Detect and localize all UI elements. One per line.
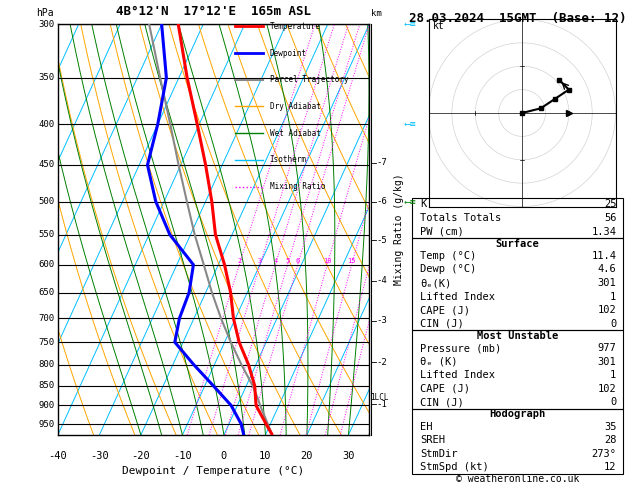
Text: θₑ (K): θₑ (K) [420, 357, 458, 366]
Text: CIN (J): CIN (J) [420, 397, 464, 407]
Text: 1: 1 [610, 370, 616, 380]
Text: -5: -5 [376, 236, 387, 245]
Text: 300: 300 [38, 20, 54, 29]
Text: 950: 950 [38, 420, 54, 429]
Text: 900: 900 [38, 401, 54, 410]
Text: 500: 500 [38, 197, 54, 206]
Text: -10: -10 [173, 451, 192, 461]
Text: Dewpoint: Dewpoint [270, 49, 306, 57]
Text: Dewp (°C): Dewp (°C) [420, 264, 477, 275]
Text: CIN (J): CIN (J) [420, 318, 464, 329]
Text: 12: 12 [604, 462, 616, 472]
Text: 10: 10 [323, 258, 331, 263]
Text: 600: 600 [38, 260, 54, 269]
Text: 5: 5 [286, 258, 290, 263]
Text: 750: 750 [38, 338, 54, 347]
Text: Wet Adiabat: Wet Adiabat [270, 129, 320, 138]
Text: 20: 20 [301, 451, 313, 461]
Text: 350: 350 [38, 73, 54, 82]
Text: 28.03.2024  15GMT  (Base: 12): 28.03.2024 15GMT (Base: 12) [409, 12, 626, 25]
Text: 4: 4 [273, 258, 277, 263]
Text: -1: -1 [376, 400, 387, 409]
Text: 0: 0 [610, 318, 616, 329]
Text: Mixing Ratio (g/kg): Mixing Ratio (g/kg) [394, 174, 404, 285]
Text: SREH: SREH [420, 435, 445, 445]
Text: 301: 301 [598, 357, 616, 366]
Text: Lifted Index: Lifted Index [420, 292, 496, 301]
Text: 102: 102 [598, 305, 616, 315]
Text: StmDir: StmDir [420, 449, 458, 459]
Text: CAPE (J): CAPE (J) [420, 383, 470, 394]
Text: 1LCL: 1LCL [370, 393, 388, 402]
Text: © weatheronline.co.uk: © weatheronline.co.uk [455, 473, 579, 484]
Text: Totals Totals: Totals Totals [420, 213, 502, 223]
Text: -4: -4 [376, 276, 387, 285]
Text: ⟵≡: ⟵≡ [404, 196, 416, 207]
Text: 1.34: 1.34 [591, 226, 616, 237]
Text: Lifted Index: Lifted Index [420, 370, 496, 380]
Text: Temperature: Temperature [270, 22, 320, 31]
Text: 450: 450 [38, 160, 54, 170]
Text: 301: 301 [598, 278, 616, 288]
Text: -30: -30 [90, 451, 109, 461]
Text: -2: -2 [376, 358, 387, 367]
Text: 6: 6 [296, 258, 300, 263]
Text: 30: 30 [342, 451, 355, 461]
Text: 56: 56 [604, 213, 616, 223]
Text: 0: 0 [221, 451, 227, 461]
Text: Most Unstable: Most Unstable [477, 331, 558, 341]
Text: θₑ(K): θₑ(K) [420, 278, 452, 288]
Text: Surface: Surface [496, 239, 539, 249]
Text: hPa: hPa [36, 8, 54, 18]
Text: -6: -6 [376, 197, 387, 206]
Text: ⟵≡: ⟵≡ [404, 19, 416, 29]
Text: Hodograph: Hodograph [489, 409, 545, 419]
Text: 800: 800 [38, 360, 54, 369]
Text: 650: 650 [38, 288, 54, 297]
Text: 700: 700 [38, 314, 54, 323]
Text: 25: 25 [604, 199, 616, 209]
Text: ASL: ASL [369, 0, 384, 2]
Text: 35: 35 [604, 421, 616, 432]
Text: 10: 10 [259, 451, 272, 461]
Text: Isotherm: Isotherm [270, 156, 306, 164]
Text: 400: 400 [38, 120, 54, 129]
Text: ⟵≡: ⟵≡ [404, 119, 416, 129]
Text: 4B°12'N  17°12'E  165m ASL: 4B°12'N 17°12'E 165m ASL [116, 5, 311, 18]
Text: 273°: 273° [591, 449, 616, 459]
Text: StmSpd (kt): StmSpd (kt) [420, 462, 489, 472]
Text: Temp (°C): Temp (°C) [420, 251, 477, 261]
Text: 850: 850 [38, 381, 54, 390]
Text: Dry Adiabat: Dry Adiabat [270, 102, 320, 111]
Text: 3: 3 [258, 258, 262, 263]
Text: 550: 550 [38, 230, 54, 239]
Text: 0: 0 [610, 397, 616, 407]
Text: Dewpoint / Temperature (°C): Dewpoint / Temperature (°C) [123, 466, 304, 476]
Text: 11.4: 11.4 [591, 251, 616, 261]
Text: 28: 28 [604, 435, 616, 445]
Text: km: km [371, 9, 382, 18]
Text: kt: kt [433, 21, 445, 31]
Text: PW (cm): PW (cm) [420, 226, 464, 237]
Text: 102: 102 [598, 383, 616, 394]
Text: 977: 977 [598, 343, 616, 353]
Text: 2: 2 [237, 258, 242, 263]
Text: 1: 1 [610, 292, 616, 301]
Text: Parcel Trajectory: Parcel Trajectory [270, 75, 348, 84]
Text: 15: 15 [347, 258, 356, 263]
Text: K: K [420, 199, 426, 209]
Text: -3: -3 [376, 316, 387, 325]
Text: EH: EH [420, 421, 433, 432]
Text: -40: -40 [48, 451, 67, 461]
Text: -7: -7 [376, 158, 387, 167]
Text: -20: -20 [131, 451, 150, 461]
Text: 4.6: 4.6 [598, 264, 616, 275]
Text: CAPE (J): CAPE (J) [420, 305, 470, 315]
Text: Mixing Ratio: Mixing Ratio [270, 182, 325, 191]
Text: Pressure (mb): Pressure (mb) [420, 343, 502, 353]
